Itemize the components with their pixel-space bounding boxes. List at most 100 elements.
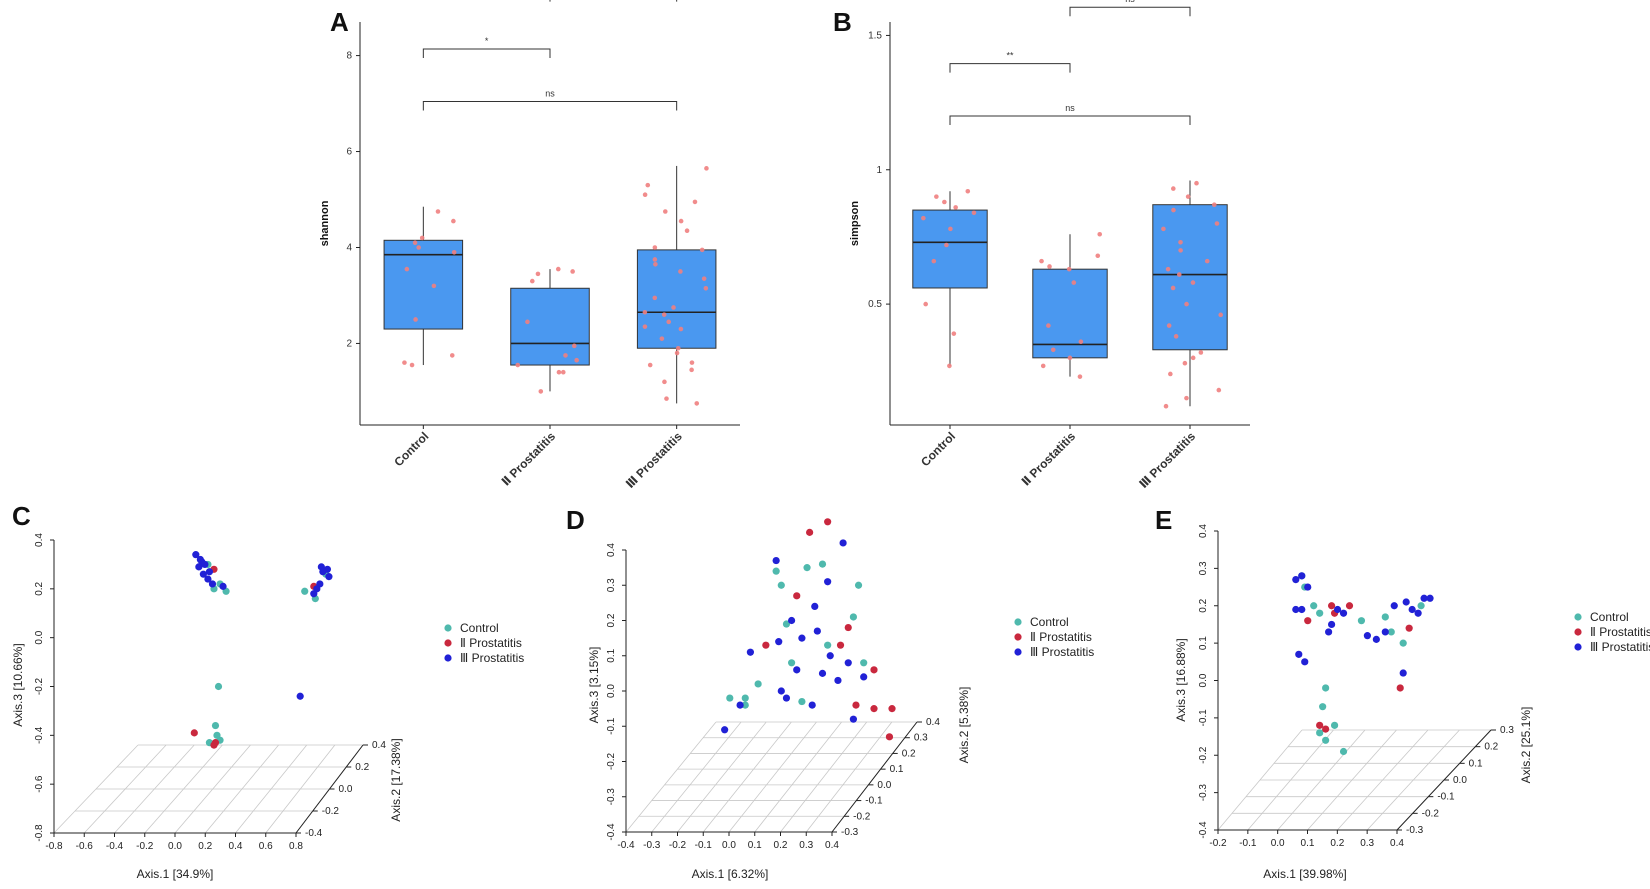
jitter-point — [674, 350, 680, 356]
z-tick-label: -0.1 — [606, 717, 617, 735]
legend-swatch — [1574, 643, 1582, 651]
jitter-point — [1050, 347, 1056, 353]
z-tick-label: -0.1 — [1198, 709, 1209, 727]
jitter-point — [435, 209, 441, 214]
data-point — [1316, 729, 1324, 737]
data-point — [325, 573, 333, 581]
data-point — [195, 563, 203, 571]
jitter-point — [1171, 207, 1176, 213]
data-point — [1333, 605, 1342, 614]
y-tick-label: 2 — [346, 338, 352, 349]
legend-label: Control — [1030, 615, 1069, 629]
data-point — [1414, 609, 1422, 617]
x-tick-label: 0.0 — [722, 840, 736, 851]
y-tick-label: 0.0 — [877, 780, 891, 791]
data-point — [844, 659, 852, 667]
z-tick-label: 0.0 — [606, 684, 617, 698]
data-point — [196, 555, 204, 564]
series-control — [726, 560, 868, 709]
jitter-point — [642, 309, 648, 315]
significance-label: ns — [1125, 0, 1135, 4]
data-point — [219, 582, 227, 590]
jitter-point — [1095, 253, 1101, 259]
data-point — [1399, 639, 1407, 647]
z-tick-label: 0.4 — [34, 533, 45, 547]
data-point — [1387, 628, 1395, 636]
z-axis-title: Axis.3 [16.88%] — [1174, 638, 1188, 721]
z-tick-label: 0.0 — [1198, 673, 1209, 687]
z-axis-title: Axis.3 [3.15%] — [587, 647, 601, 724]
jitter-point — [678, 269, 683, 274]
data-point — [1426, 594, 1434, 602]
box-1 — [510, 287, 590, 366]
jitter-point — [1165, 266, 1171, 272]
legend-label: Ⅲ Prostatitis — [1590, 640, 1650, 654]
data-point — [870, 666, 878, 674]
jitter-point — [1185, 194, 1191, 199]
y-tick-label: 0.4 — [372, 740, 386, 751]
data-point — [826, 652, 834, 660]
data-point — [849, 613, 858, 621]
data-point — [824, 641, 832, 649]
data-point — [824, 578, 832, 586]
jitter-point — [666, 319, 672, 325]
data-point — [1304, 617, 1312, 625]
series-type_iii — [1292, 572, 1434, 677]
data-point — [746, 648, 755, 656]
z-tick-label: 0.0 — [34, 630, 45, 644]
significance-bracket — [422, 48, 551, 59]
x-tick-label: 0.2 — [774, 840, 788, 851]
data-point — [836, 641, 845, 649]
grid-line — [702, 721, 792, 833]
data-point — [1295, 650, 1303, 658]
y-axis-title: Axis.2 [17.38%] — [389, 738, 403, 821]
data-point — [813, 627, 821, 635]
jitter-point — [574, 357, 579, 363]
data-point — [772, 556, 780, 565]
grid-line — [677, 721, 767, 833]
data-point — [213, 731, 221, 739]
data-point — [1322, 684, 1330, 692]
jitter-point — [571, 343, 577, 349]
jitter-point — [647, 362, 653, 368]
jitter-point — [694, 401, 700, 406]
x-tick-label: -0.6 — [76, 841, 94, 852]
z-tick-label: -0.4 — [1198, 821, 1209, 839]
data-point — [762, 641, 770, 649]
z-tick-label: 0.1 — [606, 648, 617, 662]
y-tick-label: 0.2 — [1484, 742, 1498, 753]
data-point — [788, 659, 796, 667]
jitter-point — [1178, 240, 1183, 245]
data-point — [793, 592, 801, 600]
grid-line — [728, 721, 817, 833]
pcoa-panel-e: E 0.40.30.20.10.0-0.1-0.2-0.3-0.4-0.2 -0.1… — [1155, 505, 1650, 881]
y-axis-title: Axis.2 [5.38%] — [957, 687, 971, 764]
x-axis-title: Axis.1 [6.32%] — [692, 867, 769, 881]
z-tick-label: -0.4 — [34, 726, 45, 744]
data-point — [205, 568, 214, 576]
jitter-point — [1040, 363, 1046, 369]
jitter-point — [1178, 248, 1183, 253]
data-point — [854, 581, 863, 589]
legend-swatch — [444, 624, 452, 632]
data-point — [1301, 658, 1309, 666]
jitter-point — [1097, 231, 1103, 237]
jitter-point — [689, 367, 694, 373]
z-tick-label: 0.2 — [606, 613, 617, 627]
data-point — [788, 616, 796, 625]
z-tick-label: 0.1 — [1198, 636, 1209, 650]
data-point — [782, 694, 791, 702]
jitter-point — [652, 295, 658, 301]
jitter-point — [529, 278, 535, 284]
data-point — [1399, 669, 1407, 677]
jitter-point — [1194, 180, 1199, 186]
data-point — [1304, 583, 1312, 591]
data-point — [204, 575, 212, 583]
jitter-point — [704, 166, 709, 171]
jitter-point — [538, 389, 544, 394]
y-tick-label: 6 — [346, 147, 352, 158]
data-point — [860, 659, 868, 667]
data-point — [1328, 602, 1336, 610]
data-point — [301, 587, 309, 595]
data-point — [1292, 605, 1300, 614]
